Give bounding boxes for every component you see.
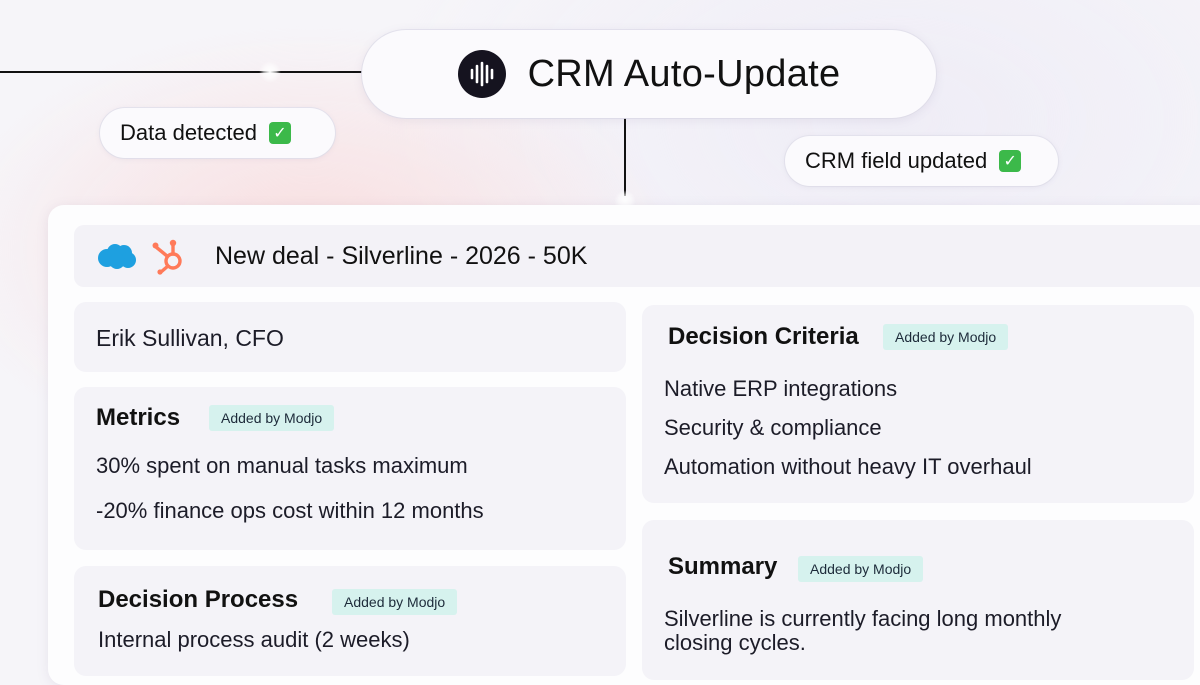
soundwave-icon — [457, 50, 506, 98]
summary-panel: Summary Added by Modjo Silverline is cur… — [642, 520, 1194, 680]
hubspot-icon — [152, 237, 188, 280]
page-title: CRM Auto-Update — [527, 52, 841, 95]
decision-criteria-item: Security & compliance — [664, 415, 882, 440]
check-mark-icon: ✓ — [268, 122, 291, 144]
decision-criteria-title: Decision Criteria — [668, 323, 859, 350]
check-mark-icon: ✓ — [999, 150, 1022, 172]
metrics-panel: Metrics Added by Modjo 30% spent on manu… — [74, 387, 626, 550]
added-by-modjo-tag: Added by Modjo — [883, 324, 1009, 350]
metrics-title: Metrics — [96, 404, 181, 431]
summary-title: Summary — [668, 553, 778, 580]
decision-process-item: Internal process audit (2 weeks) — [98, 627, 410, 652]
contact-panel: Erik Sullivan, CFO — [74, 302, 626, 372]
badge-label: CRM field updated — [805, 148, 988, 173]
decision-process-panel: Decision Process Added by Modjo Internal… — [74, 566, 626, 676]
decision-criteria-panel: Decision Criteria Added by Modjo Native … — [642, 305, 1194, 503]
summary-text-line: closing cycles. — [664, 630, 806, 655]
decision-criteria-item: Native ERP integrations — [664, 376, 898, 401]
connector-line-left — [0, 71, 362, 73]
metrics-item: 30% spent on manual tasks maximum — [96, 453, 468, 478]
crm-field-updated-badge: CRM field updated ✓ — [785, 136, 1058, 186]
salesforce-icon — [95, 241, 137, 276]
added-by-modjo-tag: Added by Modjo — [209, 405, 335, 431]
connector-line-down — [624, 118, 626, 196]
added-by-modjo-tag: Added by Modjo — [332, 589, 458, 615]
added-by-modjo-tag: Added by Modjo — [798, 556, 924, 582]
metrics-item: -20% finance ops cost within 12 months — [96, 498, 484, 523]
data-detected-badge: Data detected ✓ — [100, 108, 335, 158]
summary-text-line: Silverline is currently facing long mont… — [664, 606, 1062, 631]
deal-header-bar[interactable]: New deal - Silverline - 2026 - 50K — [74, 225, 1200, 287]
contact-name: Erik Sullivan, CFO — [96, 325, 284, 351]
deal-title: New deal - Silverline - 2026 - 50K — [215, 241, 588, 270]
badge-label: Data detected — [120, 120, 257, 145]
connector-glow-dot — [259, 61, 281, 83]
decision-criteria-item: Automation without heavy IT overhaul — [664, 454, 1032, 479]
crm-auto-update-header: CRM Auto-Update — [362, 30, 936, 118]
decision-process-title: Decision Process — [98, 586, 299, 613]
